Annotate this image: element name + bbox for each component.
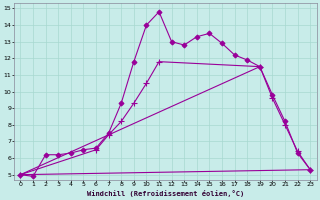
X-axis label: Windchill (Refroidissement éolien,°C): Windchill (Refroidissement éolien,°C) bbox=[87, 190, 244, 197]
